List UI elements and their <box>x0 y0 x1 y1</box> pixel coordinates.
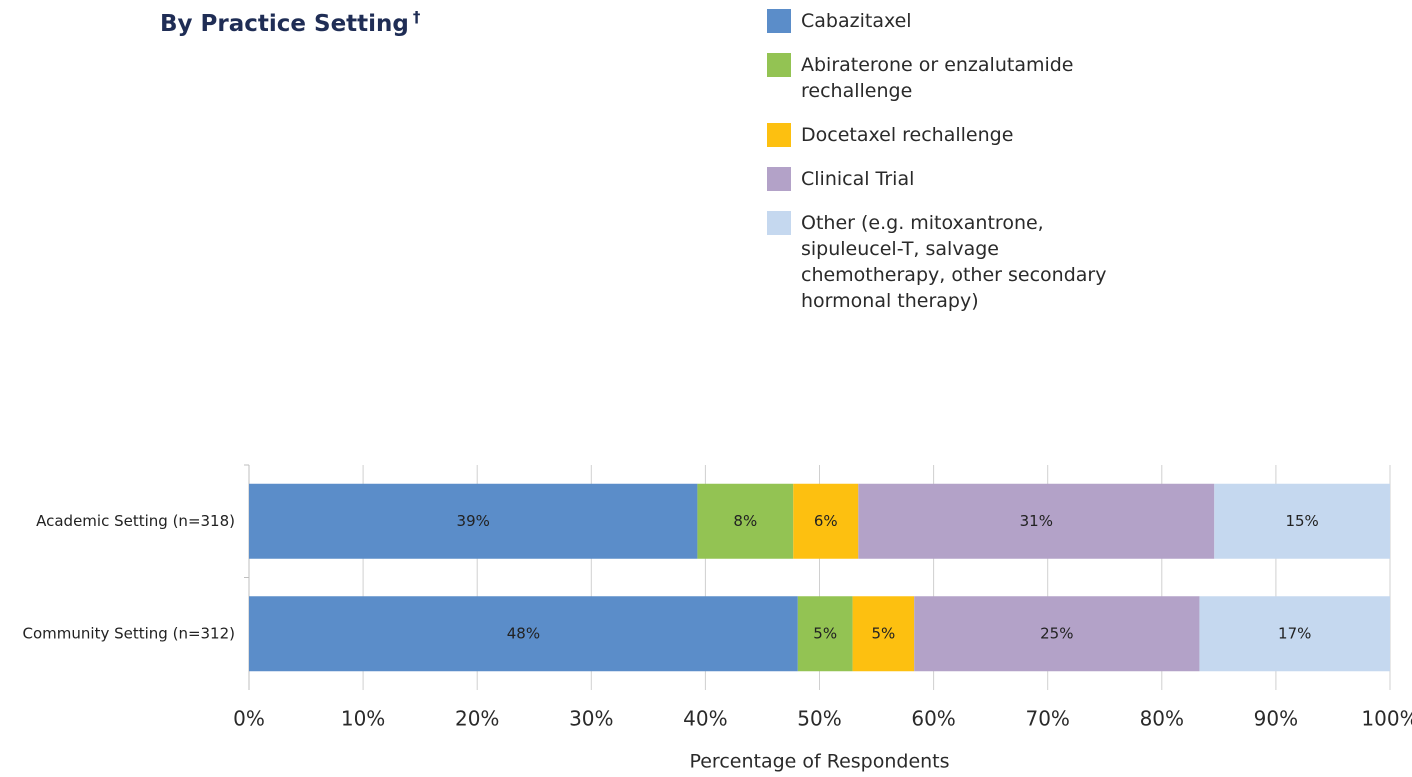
data-label: 39% <box>457 512 490 530</box>
x-tick-label: 0% <box>233 707 265 731</box>
legend-item: Abiraterone or enzalutamide rechallenge <box>767 52 1127 104</box>
chart-title: By Practice Setting † <box>160 8 420 37</box>
title-text: By Practice Setting <box>160 11 409 37</box>
legend-label: Cabazitaxel <box>801 10 912 32</box>
bar-segment <box>249 596 798 672</box>
x-tick-label: 40% <box>683 707 727 731</box>
x-tick-label: 30% <box>569 707 613 731</box>
legend-label: Clinical Trial <box>801 168 915 190</box>
legend-item: Docetaxel rechallenge <box>767 122 1127 148</box>
legend-swatch <box>767 53 791 77</box>
x-tick-label: 80% <box>1140 707 1184 731</box>
y-tick-label: Academic Setting (n=318) <box>36 512 235 530</box>
x-tick-label: 10% <box>341 707 385 731</box>
data-label: 48% <box>507 624 540 642</box>
data-label: 8% <box>733 512 757 530</box>
y-tick-label: Community Setting (n=312) <box>23 624 235 642</box>
legend-item: Other (e.g. mitoxantrone, sipuleucel-T, … <box>767 210 1127 314</box>
data-label: 5% <box>813 624 837 642</box>
legend-item: Clinical Trial <box>767 166 1127 192</box>
legend-swatch <box>767 9 791 33</box>
data-label: 5% <box>871 624 895 642</box>
bar-segment <box>1199 596 1390 672</box>
legend-swatch <box>767 211 791 235</box>
legend: Cabazitaxel Abiraterone or enzalutamide r… <box>767 8 1127 332</box>
data-label: 15% <box>1285 512 1318 530</box>
bar-segment <box>697 483 794 559</box>
x-tick-label: 60% <box>911 707 955 731</box>
legend-swatch <box>767 123 791 147</box>
bar-segment <box>793 483 859 559</box>
legend-item: Cabazitaxel <box>767 8 1127 34</box>
bar-segment <box>797 596 853 672</box>
x-tick-label: 20% <box>455 707 499 731</box>
title-note: † <box>412 8 421 26</box>
bar-segment <box>852 596 915 672</box>
x-tick-label: 90% <box>1254 707 1298 731</box>
data-label: 25% <box>1040 624 1073 642</box>
legend-label: Other (e.g. mitoxantrone, sipuleucel-T, … <box>801 212 1107 312</box>
data-label: 31% <box>1020 512 1053 530</box>
legend-label: Abiraterone or enzalutamide rechallenge <box>801 54 1074 102</box>
bar-segment <box>858 483 1215 559</box>
bar-segment <box>249 483 698 559</box>
legend-swatch <box>767 167 791 191</box>
data-label: 6% <box>814 512 838 530</box>
data-label: 17% <box>1278 624 1311 642</box>
x-tick-label: 50% <box>797 707 841 731</box>
x-tick-label: 100% <box>1361 707 1412 731</box>
bar-segment <box>1214 483 1390 559</box>
x-tick-label: 70% <box>1025 707 1069 731</box>
legend-label: Docetaxel rechallenge <box>801 124 1014 146</box>
bar-segment <box>914 596 1200 672</box>
x-axis-label: Percentage of Respondents <box>689 751 949 773</box>
